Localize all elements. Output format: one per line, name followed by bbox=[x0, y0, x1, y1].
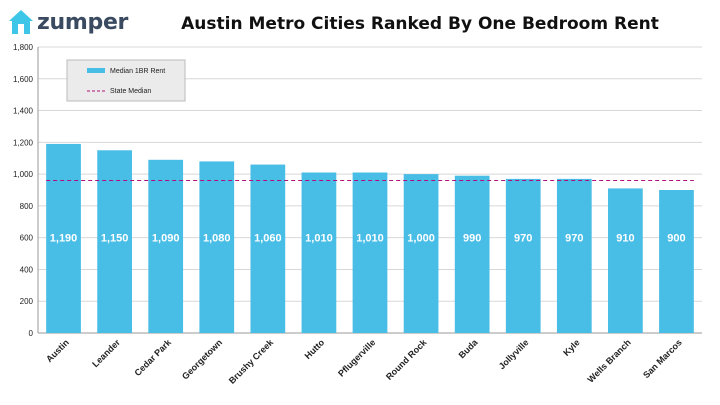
bar-data-label: 1,060 bbox=[254, 233, 282, 245]
x-category-label: Brushy Creek bbox=[227, 337, 276, 386]
bar-data-label: 1,010 bbox=[305, 233, 333, 245]
bar bbox=[46, 143, 81, 333]
x-category-label: Georgetown bbox=[180, 337, 224, 381]
brand-name: zumper bbox=[37, 9, 129, 35]
bar-data-label: 990 bbox=[463, 233, 481, 245]
bar bbox=[199, 161, 235, 333]
bar-data-label: 1,090 bbox=[152, 233, 180, 245]
x-category-label: Cedar Park bbox=[132, 337, 173, 378]
bar-data-label: 970 bbox=[514, 233, 532, 245]
x-category-label: Leander bbox=[90, 337, 122, 369]
bar-data-label: 900 bbox=[667, 233, 685, 245]
bar bbox=[608, 188, 643, 333]
bar bbox=[659, 190, 694, 333]
bar-data-label: 910 bbox=[616, 233, 634, 245]
bar bbox=[403, 174, 439, 333]
x-category-label: San Marcos bbox=[641, 337, 684, 380]
y-tick-label: 1,000 bbox=[13, 170, 34, 179]
y-tick-label: 0 bbox=[29, 329, 34, 338]
x-category-label: Kyle bbox=[561, 337, 582, 358]
bar-data-label: 1,080 bbox=[203, 233, 231, 245]
chart-title: Austin Metro Cities Ranked By One Bedroo… bbox=[181, 14, 659, 34]
legend-swatch-bar bbox=[87, 68, 105, 73]
bar bbox=[301, 172, 337, 333]
y-tick-label: 400 bbox=[20, 265, 34, 274]
x-category-label: Wells Branch bbox=[586, 337, 633, 384]
x-category-label: Jollyville bbox=[497, 337, 531, 371]
legend-box bbox=[66, 59, 186, 102]
bar bbox=[505, 178, 541, 333]
y-tick-label: 1,800 bbox=[13, 43, 34, 52]
bar bbox=[148, 159, 184, 333]
x-category-label: Round Rock bbox=[384, 337, 429, 382]
bar-data-label: 970 bbox=[565, 233, 583, 245]
bar bbox=[352, 172, 388, 333]
bar bbox=[556, 178, 592, 333]
y-tick-label: 1,400 bbox=[13, 107, 34, 116]
house-icon bbox=[9, 10, 33, 34]
bar bbox=[250, 164, 286, 333]
x-category-label: Austin bbox=[44, 337, 71, 364]
x-category-label: Hutto bbox=[303, 337, 327, 361]
y-tick-label: 800 bbox=[20, 202, 34, 211]
bar-data-label: 1,010 bbox=[356, 233, 384, 245]
bar-data-label: 1,150 bbox=[101, 233, 129, 245]
x-category-label: Buda bbox=[457, 337, 481, 361]
legend-label-rent: Median 1BR Rent bbox=[110, 68, 165, 75]
brand-logo: zumper bbox=[8, 9, 128, 35]
y-tick-label: 200 bbox=[20, 297, 34, 306]
bar-data-label: 1,000 bbox=[407, 233, 435, 245]
legend-label-state: State Median bbox=[110, 88, 151, 95]
y-tick-label: 1,600 bbox=[13, 75, 34, 84]
y-tick-label: 600 bbox=[20, 234, 34, 243]
y-tick-label: 1,200 bbox=[13, 138, 34, 147]
x-category-label: Pflugerville bbox=[336, 337, 377, 378]
bar bbox=[454, 175, 490, 333]
bar-data-label: 1,190 bbox=[50, 233, 78, 245]
